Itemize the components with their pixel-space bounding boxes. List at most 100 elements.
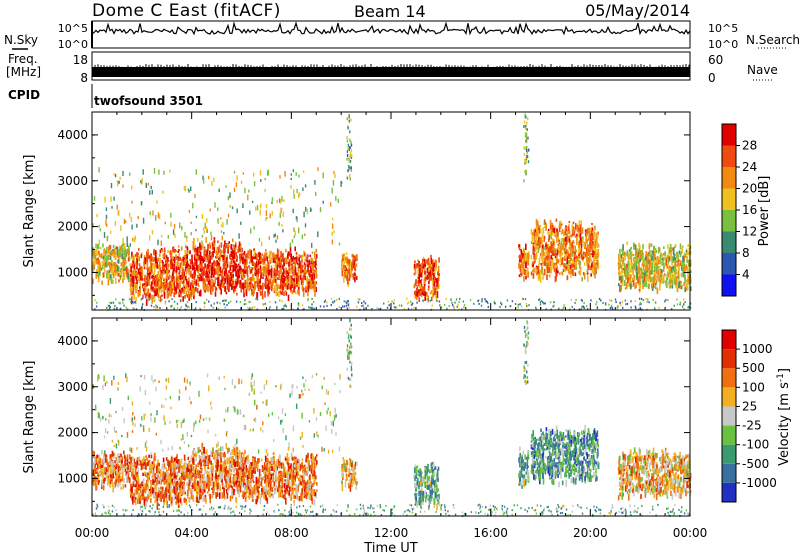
- echo-cell: [249, 262, 251, 265]
- echo-cell: [659, 284, 661, 291]
- echo-cell: [104, 232, 105, 238]
- echo-cell: [248, 286, 250, 289]
- echo-cell: [348, 127, 349, 130]
- echo-cell: [223, 276, 225, 281]
- echo-cell: [671, 282, 673, 286]
- echo-cell: [124, 250, 126, 255]
- echo-cell: [526, 146, 527, 149]
- echo-cell: [550, 220, 552, 226]
- echo-cell: [505, 306, 506, 308]
- echo-cell: [432, 259, 434, 265]
- echo-cell: [193, 273, 195, 278]
- echo-cell: [597, 243, 599, 248]
- echo-cell: [588, 264, 590, 269]
- echo-cell: [540, 270, 542, 276]
- echo-cell: [526, 155, 527, 158]
- echo-cell: [108, 305, 109, 307]
- echo-cell: [673, 253, 675, 260]
- echo-cell: [269, 258, 271, 261]
- echo-cell: [541, 269, 543, 274]
- echo-cell: [221, 255, 223, 258]
- echo-cell: [572, 259, 574, 264]
- echo-cell: [668, 249, 670, 254]
- echo-cell: [278, 222, 279, 226]
- echo-cell: [430, 255, 432, 258]
- echo-cell: [313, 301, 314, 303]
- echo-cell: [544, 247, 546, 250]
- echo-cell: [532, 264, 534, 268]
- echo-cell: [252, 289, 254, 291]
- echo-cell: [262, 303, 263, 305]
- echo-cell: [523, 125, 524, 128]
- echo-cell: [687, 244, 689, 247]
- echo-cell: [124, 219, 125, 224]
- echo-cell: [122, 484, 124, 489]
- echo-cell: [100, 268, 102, 271]
- echo-cell: [123, 305, 124, 307]
- echo-cell: [106, 455, 108, 458]
- echo-cell: [237, 269, 239, 272]
- echo-cell: [518, 244, 520, 247]
- echo-cell: [249, 301, 250, 303]
- echo-cell: [152, 275, 154, 279]
- echo-cell: [553, 228, 555, 233]
- echo-cell: [243, 172, 244, 174]
- echo-cell: [298, 287, 300, 290]
- echo-cell: [133, 269, 135, 276]
- echo-cell: [127, 273, 129, 280]
- echo-cell: [428, 275, 430, 278]
- echo-cell: [589, 256, 591, 260]
- echo-cell: [173, 246, 175, 252]
- echo-cell: [416, 302, 417, 304]
- echo-cell: [288, 295, 290, 301]
- echo-cell: [170, 255, 172, 258]
- echo-cell: [161, 295, 163, 297]
- echo-cell: [179, 275, 181, 279]
- echo-cell: [167, 293, 169, 299]
- echo-cell: [334, 174, 335, 179]
- echo-cell: [225, 244, 226, 246]
- echo-cell: [428, 288, 430, 291]
- echo-cell: [243, 283, 245, 290]
- echo-cell: [524, 159, 525, 162]
- echo-cell: [233, 286, 235, 290]
- echo-cell: [229, 192, 230, 198]
- echo-cell: [226, 304, 227, 306]
- echo-cell: [104, 477, 106, 481]
- echo-cell: [556, 259, 558, 262]
- echo-cell: [615, 299, 616, 301]
- echo-cell: [439, 301, 440, 303]
- echo-cell: [187, 250, 189, 254]
- echo-cell: [216, 250, 218, 257]
- echo-cell: [648, 284, 650, 288]
- echo-cell: [217, 207, 218, 211]
- echo-cell: [131, 186, 132, 190]
- echo-cell: [168, 300, 169, 302]
- echo-cell: [129, 461, 131, 464]
- echo-cell: [651, 282, 653, 285]
- echo-cell: [195, 307, 196, 309]
- echo-cell: [523, 249, 525, 253]
- echo-cell: [113, 197, 114, 201]
- echo-cell: [240, 282, 242, 284]
- echo-cell: [383, 303, 384, 305]
- echo-cell: [296, 189, 297, 193]
- echo-cell: [630, 248, 632, 253]
- echo-cell: [201, 276, 203, 282]
- echo-cell: [184, 295, 186, 299]
- echo-cell: [146, 257, 148, 261]
- echo-cell: [302, 187, 303, 191]
- echo-cell: [651, 243, 653, 247]
- echo-cell: [111, 183, 112, 188]
- echo-cell: [197, 278, 199, 282]
- echo-cell: [346, 302, 347, 304]
- echo-cell: [432, 305, 433, 307]
- echo-cell: [154, 299, 155, 301]
- echo-cell: [164, 270, 166, 274]
- echo-cell: [578, 225, 580, 227]
- echo-cell: [275, 240, 276, 243]
- echo-cell: [162, 191, 163, 194]
- echo-cell: [231, 277, 233, 281]
- echo-cell: [234, 256, 236, 258]
- echo-cell: [256, 274, 258, 280]
